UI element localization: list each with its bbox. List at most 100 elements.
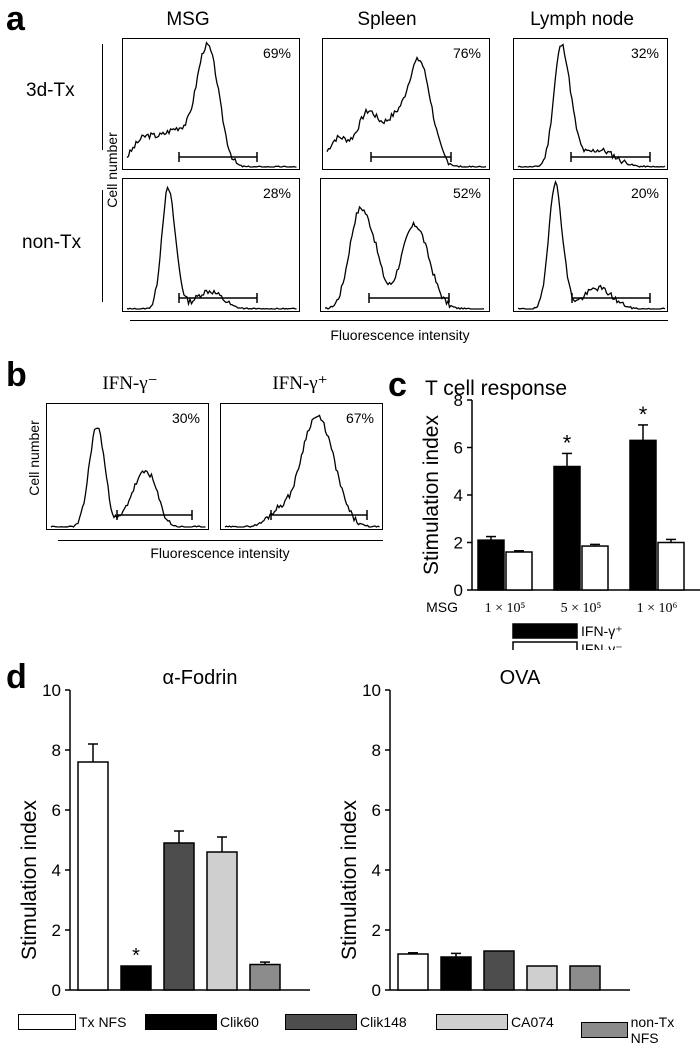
chart-c-t-cell-response: T cell response 0 2 4 6 8 Stimulation index 1 ×… — [420, 377, 700, 650]
histogram-trace-a-3dtx-msg — [126, 41, 297, 168]
legend-d: Tx NFS Clik60 Clik148 CA074 non-Tx NFS — [18, 1014, 698, 1046]
chart-d-alpha-fodrin: α-Fodrin 0 2 4 6 8 10 Stimulation index * — [18, 667, 310, 1000]
legend-item-tx-nfs: Tx NFS — [18, 1014, 126, 1030]
percent-label: 28% — [262, 185, 291, 201]
y-tick-label: 8 — [52, 741, 61, 760]
x-tick-label: 1 × 10⁶ — [637, 601, 678, 616]
panel-b-title-neg: IFN-γ⁻ — [102, 373, 158, 394]
histogram-trace-a-nontx-lymph — [517, 179, 666, 310]
legend-swatch — [285, 1014, 357, 1030]
legend-label: IFN-γ⁺ — [581, 623, 623, 639]
histogram-a-3dtx-lymph: 32% — [513, 38, 668, 170]
histogram-a-nontx-msg: 28% — [122, 178, 300, 312]
column-header-spleen: Spleen — [357, 9, 417, 30]
percent-label: 30% — [171, 410, 200, 426]
bar — [581, 545, 609, 591]
panel-c-letter: c — [388, 366, 407, 404]
histogram-a-nontx-spleen: 52% — [320, 178, 490, 312]
y-tick-label: 4 — [372, 861, 381, 880]
bar-ca074 — [206, 851, 238, 991]
row-header-non-tx: non-Tx — [22, 232, 82, 253]
x-axis-line-b — [58, 540, 383, 541]
histogram-trace-a-nontx-msg — [126, 185, 297, 310]
bar — [477, 539, 505, 591]
legend-label: Tx NFS — [79, 1014, 127, 1030]
percent-label: 69% — [262, 45, 291, 61]
percent-label: 32% — [630, 45, 659, 61]
bar — [553, 465, 581, 591]
legend-label: CA074 — [511, 1014, 554, 1030]
x-axis-label-a: Fluorescence intensity — [330, 327, 470, 343]
panel-a-letter: a — [6, 0, 25, 38]
x-axis-label-b: Fluorescence intensity — [150, 545, 290, 561]
y-tick-label: 0 — [454, 581, 463, 600]
percent-label: 76% — [452, 45, 481, 61]
legend-swatch — [512, 623, 578, 639]
x-tick-label: 1 × 10⁵ — [485, 601, 526, 616]
legend-swatch — [512, 641, 578, 650]
x-tick-label: 5 × 10⁵ — [561, 601, 602, 616]
bar-ca074 — [526, 965, 558, 991]
histogram-trace-a-nontx-spleen — [324, 205, 485, 310]
histogram-trace-a-3dtx-lymph — [517, 43, 666, 168]
bar-clik60 — [120, 965, 152, 991]
legend-item-non-tx-nfs: non-Tx NFS — [581, 1014, 698, 1046]
significance-star: * — [132, 945, 140, 967]
bar — [657, 541, 685, 591]
legend-label: IFN-γ⁻ — [581, 641, 623, 650]
chart-title: α-Fodrin — [163, 667, 238, 689]
bar-clik60 — [440, 956, 472, 991]
histogram-a-nontx-lymph: 20% — [513, 178, 668, 312]
histogram-a-3dtx-spleen: 76% — [322, 38, 490, 170]
chart-d-ova: OVA 0 2 4 6 8 10 Stimulation index — [338, 667, 630, 1000]
legend-swatch — [18, 1014, 76, 1030]
legend-label: Clik60 — [220, 1014, 259, 1030]
y-tick-label: 10 — [42, 681, 61, 700]
legend-label: Clik148 — [360, 1014, 407, 1030]
histogram-b-ifn-pos: 67% — [220, 403, 383, 530]
y-axis-label-a: Cell number — [104, 132, 120, 208]
significance-star: * — [563, 430, 572, 455]
panel-b-letter: b — [6, 356, 27, 394]
histogram-trace-a-3dtx-spleen — [326, 55, 487, 168]
bar-non-tx-nfs — [249, 963, 281, 991]
y-tick-label: 4 — [52, 861, 61, 880]
y-tick-label: 0 — [52, 981, 61, 1000]
histogram-trace-b-ifn-pos — [224, 414, 380, 528]
panel-b-title-pos: IFN-γ⁺ — [272, 373, 328, 394]
x-prefix-label: MSG — [426, 599, 458, 615]
y-tick-label: 4 — [454, 486, 463, 505]
percent-label: 67% — [345, 410, 374, 426]
y-axis-label: Stimulation index — [18, 800, 41, 960]
y-tick-label: 8 — [454, 391, 463, 410]
histogram-b-ifn-neg: 30% — [46, 403, 209, 530]
y-tick-label: 10 — [362, 681, 381, 700]
legend-item-clik148: Clik148 — [285, 1014, 407, 1030]
y-tick-label: 2 — [454, 534, 463, 553]
histogram-trace-b-ifn-neg — [50, 427, 206, 528]
percent-label: 20% — [630, 185, 659, 201]
legend-label: non-Tx NFS — [630, 1014, 675, 1046]
significance-star: * — [639, 402, 648, 427]
y-axis-line-a-top — [102, 44, 103, 150]
chart-c-title: T cell response — [425, 377, 567, 400]
y-tick-label: 0 — [372, 981, 381, 1000]
x-axis-line-a — [130, 320, 668, 321]
y-tick-label: 2 — [372, 921, 381, 940]
bar — [505, 551, 533, 591]
percent-label: 52% — [452, 185, 481, 201]
y-tick-label: 6 — [372, 801, 381, 820]
y-axis-line-a-bottom — [102, 190, 103, 302]
y-tick-label: 8 — [372, 741, 381, 760]
y-tick-label: 6 — [52, 801, 61, 820]
panel-d-letter: d — [6, 658, 27, 696]
y-axis-label: Stimulation index — [338, 800, 361, 960]
bar-clik148 — [483, 950, 515, 991]
legend-swatch — [436, 1014, 508, 1030]
histogram-a-3dtx-msg: 69% — [122, 38, 300, 170]
y-tick-label: 6 — [454, 439, 463, 458]
chart-title: OVA — [500, 667, 541, 689]
bar-tx-nfs — [77, 761, 109, 991]
y-axis-label: Stimulation index — [420, 415, 443, 575]
legend-item-clik60: Clik60 — [145, 1014, 259, 1030]
